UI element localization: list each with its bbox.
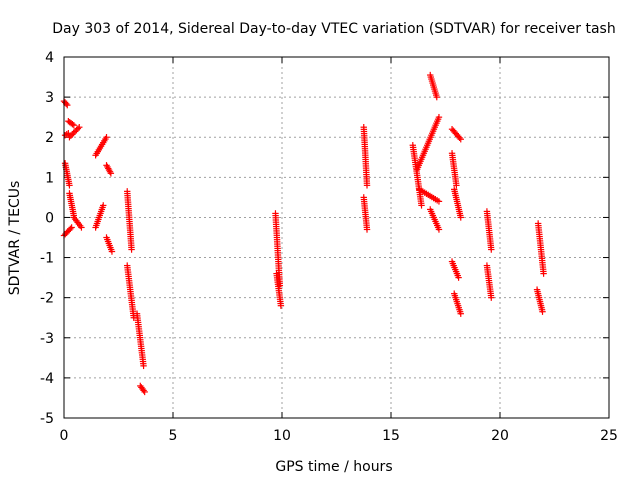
- data-point: [457, 214, 464, 221]
- x-axis-label: GPS time / hours: [275, 459, 392, 475]
- data-point: [78, 224, 85, 231]
- x-tick-label: 10: [273, 428, 291, 444]
- y-tick-label: -3: [40, 331, 54, 347]
- data-point: [363, 182, 371, 189]
- data-point: [67, 225, 74, 233]
- data-point: [433, 93, 440, 101]
- data-point: [66, 134, 73, 141]
- data-point: [108, 248, 116, 255]
- data-point: [74, 125, 82, 132]
- data-point: [457, 136, 464, 143]
- data-point: [453, 182, 460, 189]
- data-point: [140, 362, 147, 370]
- data-point: [70, 121, 78, 129]
- data-point: [70, 129, 77, 137]
- data-point: [141, 388, 148, 396]
- data-point: [488, 294, 495, 301]
- data-point: [435, 198, 443, 205]
- x-tick-label: 15: [382, 428, 400, 444]
- data-point: [277, 302, 285, 309]
- y-tick-label: -2: [40, 291, 54, 307]
- data-point: [456, 134, 463, 141]
- data-point: [67, 132, 75, 139]
- data-point: [66, 182, 73, 189]
- y-tick-label: 2: [45, 130, 54, 146]
- grid-lines: [64, 57, 609, 418]
- data-point: [540, 270, 547, 277]
- data-point: [128, 246, 135, 253]
- data-point: [140, 387, 147, 394]
- y-tick-label: -5: [40, 411, 54, 427]
- plot-frame: [63, 56, 610, 419]
- data-point: [100, 202, 107, 209]
- data-point: [107, 170, 115, 177]
- data-point: [69, 131, 76, 138]
- data-point: [418, 202, 425, 209]
- x-tick-label: 0: [60, 428, 69, 444]
- data-point: [76, 123, 83, 131]
- chart-title: Day 303 of 2014, Sidereal Day-to-day VTE…: [52, 21, 615, 37]
- y-tick-label: 4: [45, 50, 54, 66]
- data-point: [73, 126, 80, 134]
- y-tick-label: 3: [45, 90, 54, 106]
- data-point: [457, 310, 464, 317]
- data-point: [435, 226, 443, 233]
- data-point: [455, 274, 462, 281]
- y-tick-label: 0: [45, 210, 54, 226]
- data-point: [103, 134, 110, 141]
- x-tick-label: 5: [169, 428, 178, 444]
- x-tick-label: 20: [491, 428, 509, 444]
- data-point: [363, 226, 371, 233]
- data-point: [68, 224, 75, 231]
- data-point: [69, 120, 76, 128]
- data-point: [64, 101, 71, 109]
- y-axis-label: SDTVAR / TECUs: [7, 181, 23, 296]
- y-tick-label: -4: [40, 371, 54, 387]
- data-points: [60, 71, 547, 396]
- data-point: [488, 246, 495, 253]
- data-point: [71, 128, 79, 135]
- y-tick-label: -1: [40, 251, 54, 267]
- data-point: [435, 113, 443, 121]
- data-point: [539, 308, 546, 315]
- y-tick-label: 1: [45, 170, 54, 186]
- x-tick-label: 25: [600, 428, 618, 444]
